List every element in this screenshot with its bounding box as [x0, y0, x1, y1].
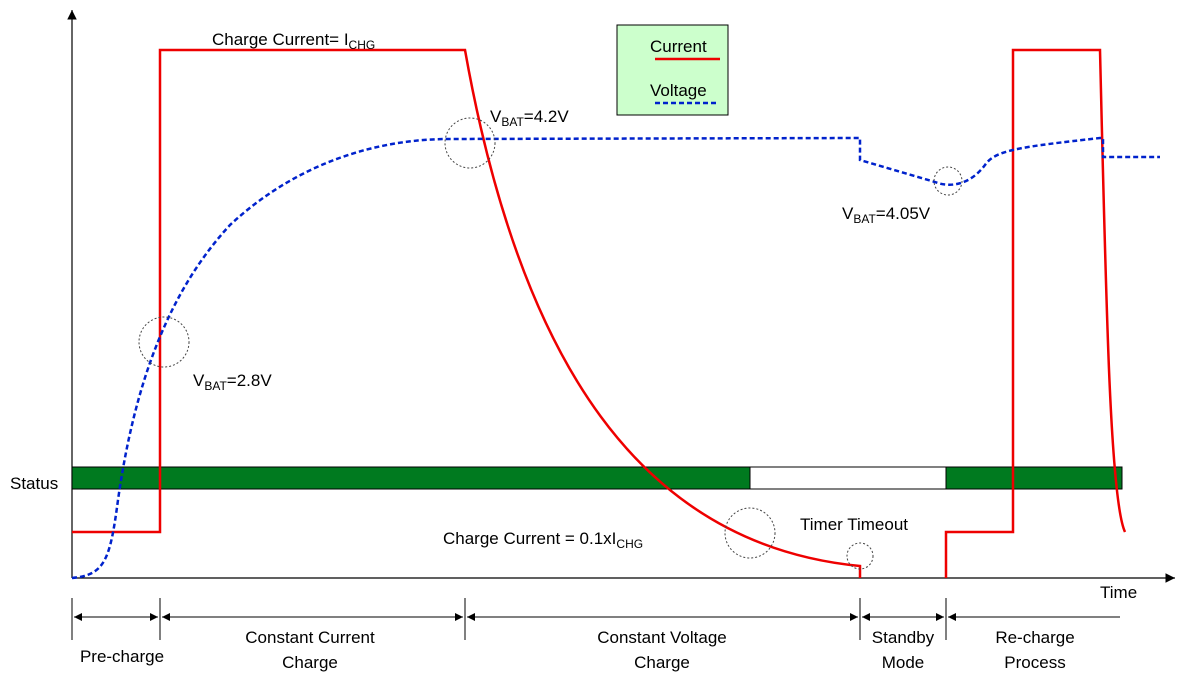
- phase-label: Charge: [634, 653, 690, 672]
- phase-label: Charge: [282, 653, 338, 672]
- highlight-circle: [724, 507, 776, 559]
- phase-labels: Pre-charge Constant Current Charge Constant…: [80, 628, 1075, 672]
- voltage-curve: [71, 136, 1160, 580]
- current-curve: [72, 48, 862, 578]
- annotation-sub: CHG: [616, 537, 643, 551]
- highlight-circle: [933, 166, 963, 196]
- status-on: [945, 466, 1123, 490]
- annotation-sub: BAT: [501, 115, 524, 129]
- highlights: [138, 117, 963, 570]
- annotation: Charge Current = 0.1xICHG: [443, 529, 643, 551]
- annotation-text: Charge Current = 0.1xI: [443, 529, 616, 548]
- annotation-text: =4.2V: [524, 107, 570, 126]
- annotation: VBAT=4.2V: [490, 107, 569, 129]
- annotation-text: =2.8V: [227, 371, 273, 390]
- annotation: Charge Current= ICHG: [212, 30, 375, 52]
- highlight-circle: [444, 117, 496, 169]
- annotation: VBAT=2.8V: [193, 371, 272, 393]
- highlight-circle: [138, 316, 190, 368]
- legend-current: Current: [650, 37, 707, 56]
- annotation-sub: BAT: [853, 212, 876, 226]
- legend-box: [616, 24, 729, 116]
- annotation: VBAT=4.05V: [842, 204, 931, 226]
- annotation-text: Charge Current= I: [212, 30, 349, 49]
- phase-label: Standby: [872, 628, 935, 647]
- status-label: Status: [10, 474, 58, 493]
- annotation-text: =4.05V: [876, 204, 931, 223]
- phase-label: Mode: [882, 653, 925, 672]
- annotation-text: V: [490, 107, 502, 126]
- annotation: Timer Timeout: [800, 515, 908, 534]
- annotation-sub: BAT: [204, 379, 227, 393]
- highlight-circle: [846, 542, 874, 570]
- annotation-text: V: [842, 204, 854, 223]
- current-curve: [944, 48, 1127, 578]
- time-label: Time: [1100, 583, 1137, 602]
- phase-label: Constant Current: [245, 628, 375, 647]
- legend-voltage: Voltage: [650, 81, 707, 100]
- phase-label: Constant Voltage: [597, 628, 726, 647]
- phase-dividers: [71, 598, 1120, 640]
- annotation-text: V: [193, 371, 205, 390]
- phase-label: Pre-charge: [80, 647, 164, 666]
- status-off: [749, 466, 947, 490]
- phase-label: Re-charge: [995, 628, 1074, 647]
- phase-label: Process: [1004, 653, 1065, 672]
- annotation-sub: CHG: [349, 38, 376, 52]
